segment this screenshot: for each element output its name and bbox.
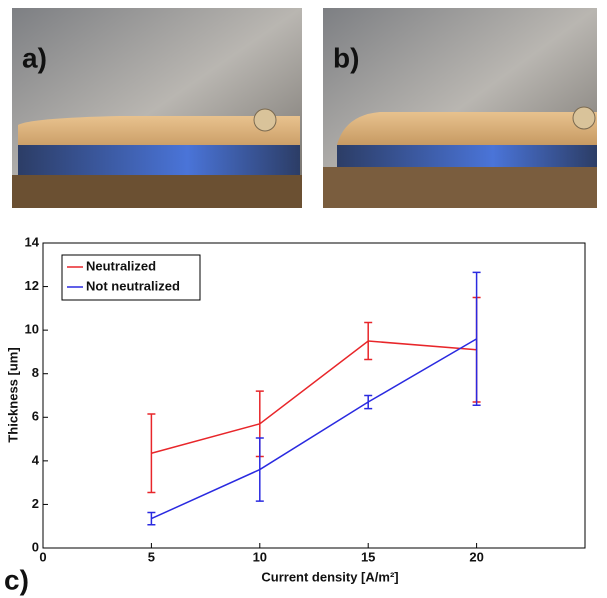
x-tick-label: 20 [469,549,483,564]
y-tick-label: 0 [32,539,39,554]
x-tick-label: 10 [253,549,267,564]
legend-box [61,254,201,301]
panel-label: c) [4,564,29,595]
y-tick-label: 4 [32,452,40,467]
y-tick-label: 10 [25,322,39,337]
y-axis-label: Thickness [um] [5,347,20,442]
x-axis-label: Current density [A/m²] [261,569,398,584]
legend-label: Neutralized [86,258,156,273]
y-tick-label: 2 [32,496,39,511]
panel-label: a) [22,42,47,73]
x-tick-label: 5 [148,549,155,564]
y-tick-label: 6 [32,409,39,424]
y-tick-label: 12 [25,278,39,293]
error-bar [472,271,481,407]
photo-a [12,8,302,208]
error-bar [147,511,156,526]
photo-b [323,8,597,208]
y-tick-label: 8 [32,365,39,380]
x-tick-label: 15 [361,549,375,564]
panel-label: b) [333,42,359,73]
series-line [151,340,477,454]
error-bar [364,394,373,410]
plot-frame [42,242,586,549]
error-bar [147,413,156,494]
x-tick-label: 0 [39,549,46,564]
legend-label: Not neutralized [86,278,180,293]
series-line [151,338,477,520]
error-bar [255,437,264,502]
y-tick-label: 14 [25,234,40,249]
error-bar [364,321,373,361]
